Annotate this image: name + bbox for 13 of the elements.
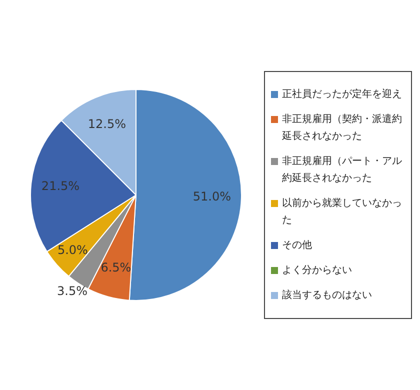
legend-label: 以前から就業していなかった — [282, 196, 403, 228]
legend-label: 正社員だったが定年を迎え — [282, 88, 402, 102]
legend-label: 該当するものはない — [282, 288, 372, 303]
legend-label: 非正規雇用（パート・アル約延長されなかった — [282, 154, 403, 186]
data-label: 51.0% — [192, 190, 231, 204]
data-label: 3.5% — [57, 284, 88, 298]
data-label: 6.5% — [100, 260, 132, 274]
legend-label: よく分からない — [282, 264, 352, 278]
legend-label: 非正規雇用（契約・派遣約延長されなかった — [282, 112, 403, 144]
legend-label: その他 — [282, 239, 312, 253]
data-label: 12.5% — [88, 116, 126, 131]
data-label: 5.0% — [57, 242, 88, 257]
data-label: 21.5% — [41, 178, 80, 193]
